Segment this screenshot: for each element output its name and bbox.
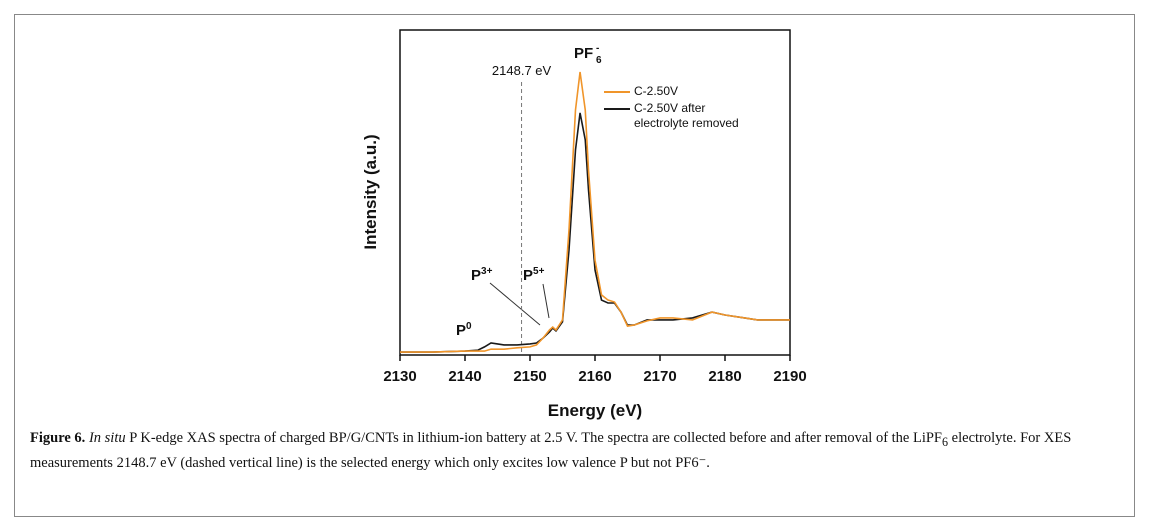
x-tick-label: 2160 xyxy=(578,368,611,385)
caption-italic: In situ xyxy=(88,430,126,446)
label-base: P xyxy=(456,322,466,339)
label-base: PF xyxy=(574,45,593,62)
peak-label: P0 xyxy=(456,321,472,339)
peak-label: P5+ xyxy=(523,266,545,284)
x-tick-label: 2130 xyxy=(383,368,416,385)
legend-item: C-2.50V after electrolyte removed xyxy=(604,101,754,131)
legend-swatch xyxy=(604,108,630,110)
label-sup: 3+ xyxy=(481,266,493,277)
x-axis-label: Energy (eV) xyxy=(548,401,642,420)
legend: C-2.50V C-2.50V after electrolyte removed xyxy=(604,84,754,133)
x-tick-label: 2150 xyxy=(513,368,546,385)
data-line xyxy=(400,112,790,353)
caption-label: Figure 6. xyxy=(30,430,86,446)
x-tick-label: 2140 xyxy=(448,368,481,385)
peak-label: P3+ xyxy=(471,266,493,284)
x-tick-label: 2180 xyxy=(708,368,741,385)
arrow xyxy=(489,282,541,326)
legend-label: C-2.50V xyxy=(634,84,679,98)
y-axis-label: Intensity (a.u.) xyxy=(361,134,380,249)
reference-label: 2148.7 eV xyxy=(492,63,552,78)
plot-frame xyxy=(399,29,791,356)
label-base: P xyxy=(471,267,481,284)
legend-swatch xyxy=(604,91,630,93)
label-sup: 5+ xyxy=(533,266,545,277)
peak-label: PF xyxy=(574,45,593,62)
label-sub: 6 xyxy=(596,55,602,66)
x-tick-label: 2190 xyxy=(773,368,806,385)
label-sup: - xyxy=(596,43,599,54)
figure-frame xyxy=(14,14,1135,517)
legend-label: C-2.50V after electrolyte removed xyxy=(634,101,739,130)
caption-sub: 6 xyxy=(942,434,949,449)
label-sup: 0 xyxy=(466,321,472,332)
caption-text: P K-edge XAS spectra of charged BP/G/CNT… xyxy=(125,430,942,446)
arrow xyxy=(542,283,550,319)
legend-item: C-2.50V xyxy=(604,84,754,99)
caption: Figure 6. In situ P K-edge XAS spectra o… xyxy=(30,428,1120,474)
label-base: P xyxy=(523,267,533,284)
x-tick-label: 2170 xyxy=(643,368,676,385)
caption-text: electrolyte. For XES measurements 2148.7… xyxy=(30,430,1072,471)
data-line xyxy=(400,71,790,353)
